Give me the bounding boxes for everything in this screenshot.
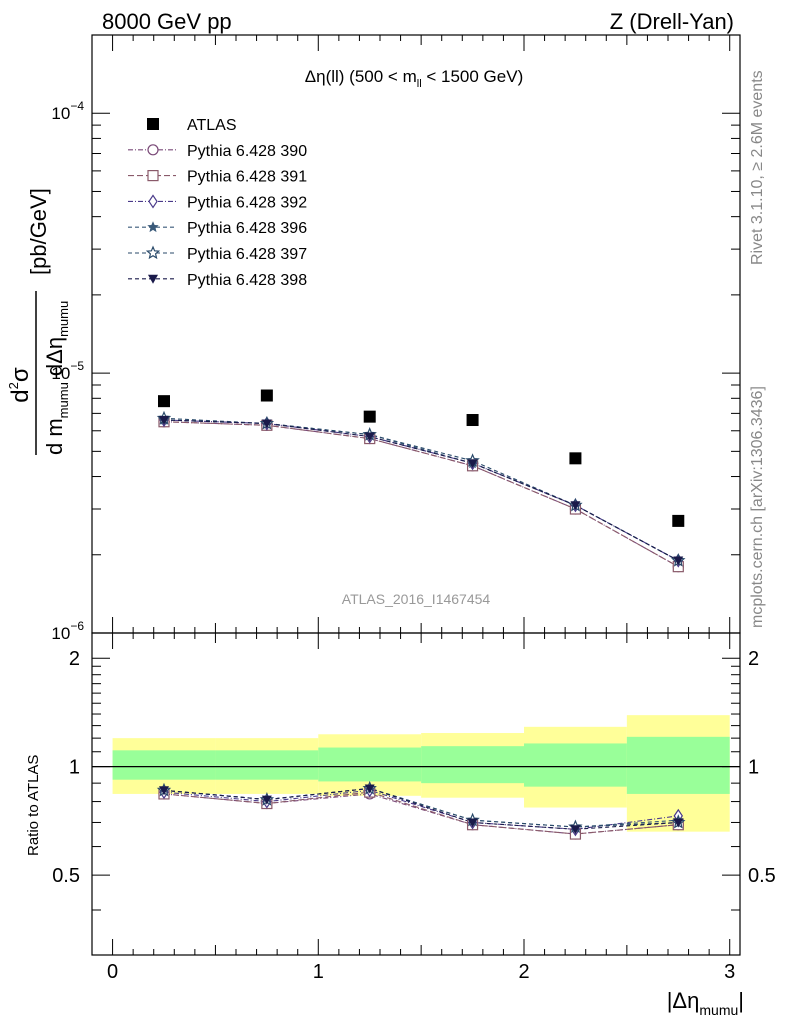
xtick-label-3: 3 <box>724 961 735 983</box>
rivet-version-label: Rivet 3.1.10, ≥ 2.6M events <box>749 70 766 265</box>
main-ytick-label-2: 10−6 <box>51 619 84 643</box>
svg-text:d mmumu dΔηmumu: d mmumu dΔηmumu <box>42 301 71 455</box>
legend-marker-5 <box>145 245 161 260</box>
main-point-s6-3 <box>467 459 478 469</box>
plot-title-sub: ll <box>417 78 422 90</box>
ratio-band-inner-4 <box>524 743 627 787</box>
legend-marker-2 <box>147 170 159 182</box>
legend-label-4: Pythia 6.428 396 <box>187 220 307 237</box>
y-unit: [pb/GeV] <box>26 188 51 275</box>
atlas-point-0 <box>158 395 170 408</box>
ratio-point-s6-5 <box>673 818 684 828</box>
legend-label-1: Pythia 6.428 390 <box>187 143 307 160</box>
main-line-6 <box>163 419 679 562</box>
plot-title-tail: < 1500 GeV) <box>422 67 524 86</box>
svg-text:d2σ: d2σ <box>6 367 34 403</box>
ratio-point-s6-2 <box>364 784 375 794</box>
ratio-band-inner-5 <box>626 736 730 794</box>
atlas-point-1 <box>260 389 273 402</box>
ratio-line-2 <box>163 791 679 835</box>
ratio-mc-lines <box>163 787 679 835</box>
ratio-line-6 <box>163 787 679 830</box>
plot-title: Δη(ll) (500 < mll < 1500 GeV) <box>305 67 523 90</box>
y-den-sub2: mumu <box>56 301 71 337</box>
ratio-ytick-label-right-0: 2 <box>748 648 759 670</box>
ratio-line-3 <box>163 789 679 830</box>
ratio-band-inner-3 <box>421 746 524 784</box>
process-label: Z (Drell-Yan) <box>610 9 734 34</box>
atlas-point-4 <box>569 452 582 465</box>
ratio-ytick-label-left-1: 1 <box>69 757 80 779</box>
ratio-band-inner-2 <box>318 747 422 782</box>
axes-frames <box>91 34 741 956</box>
y-den-main: d m <box>42 418 67 455</box>
xaxis-label-main: |Δη <box>667 988 700 1013</box>
legend-label-2: Pythia 6.428 391 <box>187 169 307 186</box>
main-data-points <box>156 389 686 573</box>
xtick-label-0: 0 <box>107 961 118 983</box>
y-num-d: d <box>7 389 34 402</box>
main-ytick-label-1: 10−5 <box>51 359 84 383</box>
ratio-ytick-label-right-2: 0.5 <box>748 865 776 887</box>
main-line-3 <box>163 419 679 562</box>
ratio-band-inner-1 <box>215 750 319 780</box>
ratio-point-s6-4 <box>570 825 581 835</box>
legend-marker-1 <box>147 144 159 156</box>
ratio-yaxis-label: Ratio to ATLAS <box>25 755 42 856</box>
legend-label-6: Pythia 6.428 398 <box>187 272 307 289</box>
xaxis-label-sub: mumu <box>699 1002 738 1018</box>
y-den-mid: dΔη <box>42 337 67 382</box>
main-point-s6-2 <box>364 432 375 442</box>
main-point-s6-5 <box>673 556 684 566</box>
ratio-uncertainty-bands <box>112 715 730 832</box>
legend-label-5: Pythia 6.428 397 <box>187 246 307 263</box>
ratio-point-s6-1 <box>261 795 272 805</box>
ratio-ytick-label-left-0: 2 <box>69 648 80 670</box>
y-den-sub1: mumu <box>56 382 71 418</box>
y-num-sigma: σ <box>7 367 34 382</box>
main-line-5 <box>163 417 679 562</box>
plot-title-main: Δη(ll) (500 < m <box>305 67 417 86</box>
ratio-point-s6-0 <box>159 786 169 796</box>
main-point-s6-0 <box>159 416 169 426</box>
main-line-4 <box>163 419 679 562</box>
ratio-point-s6-3 <box>467 818 478 828</box>
analysis-watermark: ATLAS_2016_I1467454 <box>342 591 491 607</box>
ratio-frame <box>91 632 741 956</box>
tick-labels: 10−4 10−5 10−6 2 2 1 1 0.5 0.5 0 1 2 3 <box>51 99 775 983</box>
legend-label-0: ATLAS <box>187 117 237 134</box>
main-ytick-label-0: 10−4 <box>51 99 84 123</box>
main-mc-lines <box>163 417 679 568</box>
legend-marker-0 <box>147 118 159 130</box>
energy-label: 8000 GeV pp <box>102 9 232 34</box>
atlas-point-3 <box>466 414 479 427</box>
legend-marker-4 <box>147 221 159 233</box>
ratio-ytick-label-left-2: 0.5 <box>52 865 80 887</box>
xtick-label-2: 2 <box>518 961 529 983</box>
atlas-point-5 <box>672 514 685 527</box>
xtick-label-1: 1 <box>313 961 324 983</box>
ratio-data-points <box>156 780 686 840</box>
atlas-point-2 <box>363 410 376 423</box>
ratio-ytick-label-right-1: 1 <box>748 757 759 779</box>
y-num-exp: 2 <box>6 382 21 389</box>
main-line-1 <box>163 421 679 568</box>
legend-marker-3 <box>148 194 158 209</box>
xaxis-label-tail: | <box>738 988 744 1013</box>
legend-label-3: Pythia 6.428 392 <box>187 194 307 211</box>
main-point-s6-4 <box>570 501 581 511</box>
xaxis-label: |Δηmumu| <box>667 988 744 1018</box>
legend-marker-6 <box>148 274 158 284</box>
legend: ATLAS Pythia 6.428 390 Pythia 6.428 391 Pyt… <box>128 117 307 289</box>
main-point-s6-1 <box>261 419 272 429</box>
main-line-2 <box>163 421 679 568</box>
ratio-band-inner-0 <box>112 750 216 780</box>
mcplots-label: mcplots.cern.ch [arXiv:1306.3436] <box>749 386 766 628</box>
main-yaxis-label: d2σ d mmumu dΔηmumu [pb/GeV] <box>6 188 71 455</box>
